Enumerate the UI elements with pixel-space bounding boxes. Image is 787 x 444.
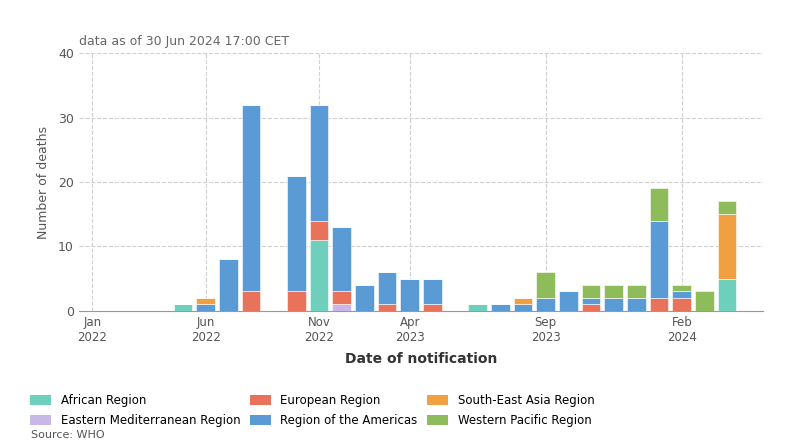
Bar [650,189,668,221]
Bar [332,292,351,305]
Y-axis label: Number of deaths: Number of deaths [37,126,50,238]
Bar [468,305,487,311]
Bar [491,305,510,311]
Bar [718,214,737,279]
Bar [695,292,714,311]
Bar [672,285,691,292]
Bar [197,298,215,305]
Bar [332,227,351,292]
Bar [310,240,328,311]
Bar [219,259,238,311]
Bar [514,298,532,305]
Bar [627,285,645,298]
Bar [378,305,397,311]
Bar [310,105,328,221]
Bar [559,292,578,311]
Bar [423,279,442,305]
Bar [537,298,555,311]
Bar [287,292,305,311]
Bar [604,298,623,311]
Bar [672,292,691,298]
Bar [197,305,215,311]
Bar [537,272,555,298]
Bar [332,305,351,311]
Bar [650,221,668,298]
Bar [582,285,600,298]
Bar [174,305,192,311]
Bar [672,298,691,311]
Text: Source: WHO: Source: WHO [31,429,105,440]
Bar [423,305,442,311]
Bar [582,305,600,311]
Bar [242,292,260,311]
Bar [355,285,374,311]
Bar [514,305,532,311]
Bar [242,105,260,292]
Bar [718,279,737,311]
Bar [650,298,668,311]
Bar [718,202,737,214]
Bar [287,176,305,292]
Bar [378,272,397,305]
X-axis label: Date of notification: Date of notification [345,352,497,366]
Bar [627,298,645,311]
Bar [310,221,328,240]
Bar [582,298,600,305]
Bar [604,285,623,298]
Legend: African Region, Eastern Mediterranean Region, European Region, Region of the Ame: African Region, Eastern Mediterranean Re… [30,394,594,427]
Bar [401,279,419,311]
Text: data as of 30 Jun 2024 17:00 CET: data as of 30 Jun 2024 17:00 CET [79,35,289,48]
